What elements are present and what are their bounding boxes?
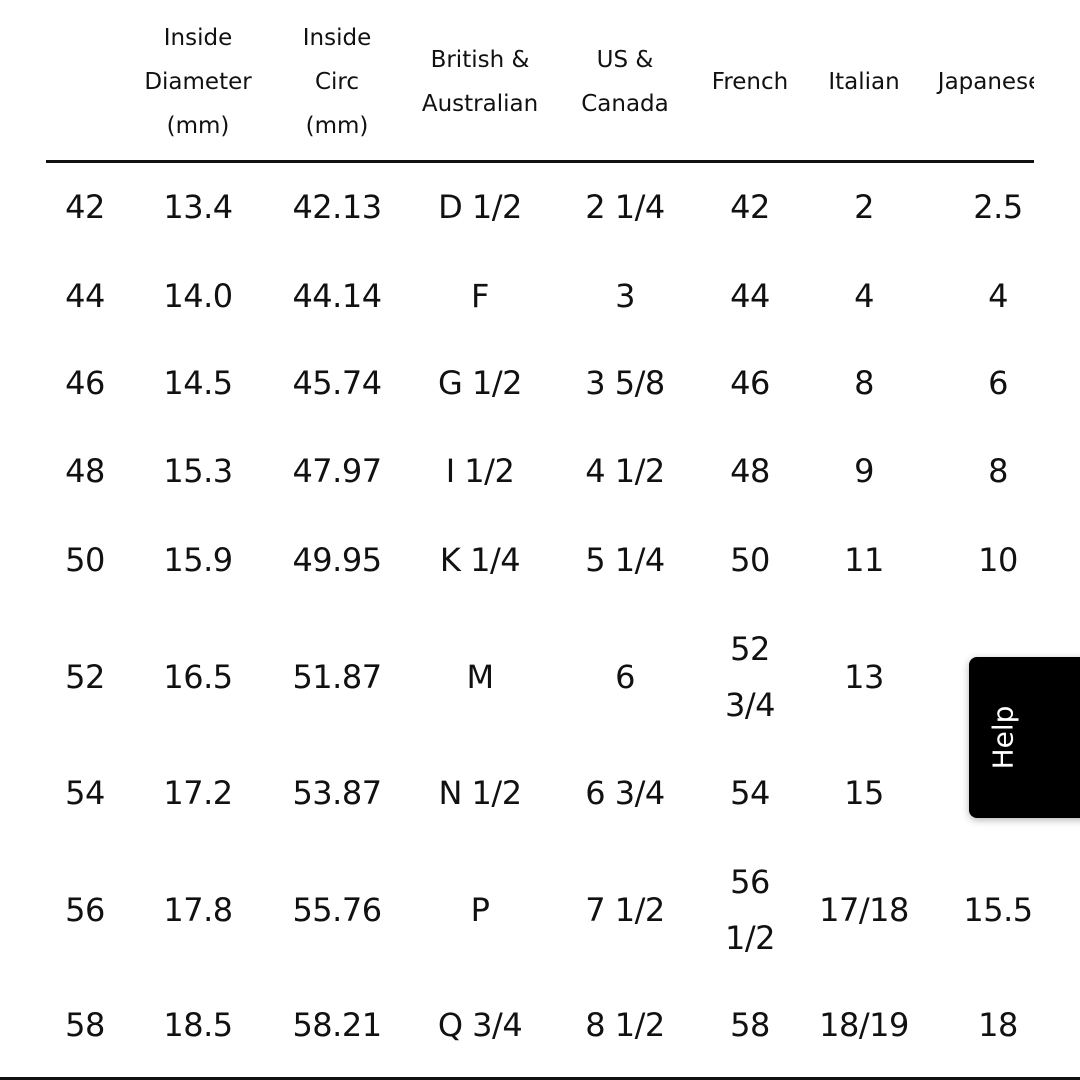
table-cell: 2 1/4 [585, 188, 665, 226]
table-cell: D 1/2 [438, 188, 522, 226]
table-cell: 50 [65, 541, 105, 579]
table-cell: F [471, 277, 489, 315]
bottom-divider [0, 1077, 1080, 1080]
table-cell: N 1/2 [438, 774, 522, 812]
table-cell: 9 [854, 452, 874, 490]
table-cell: 42 [65, 188, 105, 226]
table-cell: K 1/4 [439, 541, 521, 579]
table-cell: 4 [988, 277, 1008, 315]
table-cell: 5 1/4 [585, 541, 665, 579]
column-header: Inside Diameter (mm) [144, 25, 252, 139]
column-header: Japanese [937, 69, 1034, 95]
table-cell: 56 [65, 891, 105, 929]
table-cell: 15.5 [963, 891, 1033, 929]
table-cell: 15.9 [163, 541, 233, 579]
table-cell: 53.87 [292, 774, 382, 812]
table-cell: 48 [65, 452, 105, 490]
table-cell: 14.0 [163, 277, 233, 315]
table-cell: 55.76 [292, 891, 382, 929]
column-header: Italian [828, 69, 900, 95]
table-cell: 18/19 [819, 1006, 909, 1044]
table-cell: 44.14 [292, 277, 382, 315]
table-cell: I 1/2 [445, 452, 515, 490]
table-cell: 10 [978, 541, 1018, 579]
table-cell: 58 [65, 1006, 105, 1044]
column-header: British & Australian [421, 47, 539, 117]
table-cell: 58.21 [292, 1006, 382, 1044]
table-header: Inside Diameter (mm) Inside Circ (mm) Brit… [0, 0, 1034, 160]
table-cell: 3 5/8 [585, 364, 665, 402]
table-cell: 48 [730, 452, 770, 490]
table-cell: 6 [988, 364, 1008, 402]
table-cell: 50 [730, 541, 770, 579]
table-cell: 15 [844, 774, 884, 812]
help-button[interactable]: Help [969, 657, 1080, 818]
table-cell: 2 [854, 188, 874, 226]
table-cell: 15.3 [163, 452, 233, 490]
table-cell: 54 [65, 774, 105, 812]
table-cell: 4 1/2 [585, 452, 665, 490]
table-cell: 51.87 [292, 658, 382, 696]
table-cell: 11 [844, 541, 884, 579]
column-header: French [711, 69, 789, 95]
table-cell: 58 [730, 1006, 770, 1044]
table-cell: 13.4 [163, 188, 233, 226]
table-cell: 42.13 [292, 188, 382, 226]
table-cell: 13 [844, 658, 884, 696]
table-cell: 16.5 [163, 658, 233, 696]
table-cell: 46 [730, 364, 770, 402]
help-label: Help [986, 705, 1020, 770]
table-cell: 8 1/2 [585, 1006, 665, 1044]
column-header: US & Canada [581, 47, 669, 117]
table-cell: Q 3/4 [437, 1006, 523, 1044]
table-cell: 2.5 [973, 188, 1023, 226]
table-cell: 17/18 [819, 891, 909, 929]
table-cell: 6 [615, 658, 635, 696]
table-cell: 47.97 [292, 452, 382, 490]
table-cell: 52 [65, 658, 105, 696]
table-cell: 8 [854, 364, 874, 402]
table-cell: P [470, 891, 490, 929]
table-cell: 42 [730, 188, 770, 226]
table-cell: G 1/2 [438, 364, 522, 402]
table-cell: 4 [854, 277, 874, 315]
table-cell: 44 [730, 277, 770, 315]
table-cell: 14.5 [163, 364, 233, 402]
table-cell: 56 1/2 [725, 863, 776, 957]
table-cell: 8 [988, 452, 1008, 490]
column-header: Inside Circ (mm) [302, 25, 372, 139]
table-cell: 7 1/2 [585, 891, 665, 929]
table-cell: 17.2 [163, 774, 233, 812]
table-cell: 18 [978, 1006, 1018, 1044]
table-cell: 49.95 [292, 541, 382, 579]
table-cell: M [466, 658, 494, 696]
table-cell: 46 [65, 364, 105, 402]
header-divider [46, 160, 1034, 163]
table-cell: 3 [615, 277, 635, 315]
table-cell: 54 [730, 774, 770, 812]
table-cell: 52 3/4 [725, 630, 776, 724]
table-cell: 6 3/4 [585, 774, 665, 812]
table-cell: 18.5 [163, 1006, 233, 1044]
table-cell: 17.8 [163, 891, 233, 929]
table-cell: 45.74 [292, 364, 382, 402]
table-cell: 44 [65, 277, 105, 315]
